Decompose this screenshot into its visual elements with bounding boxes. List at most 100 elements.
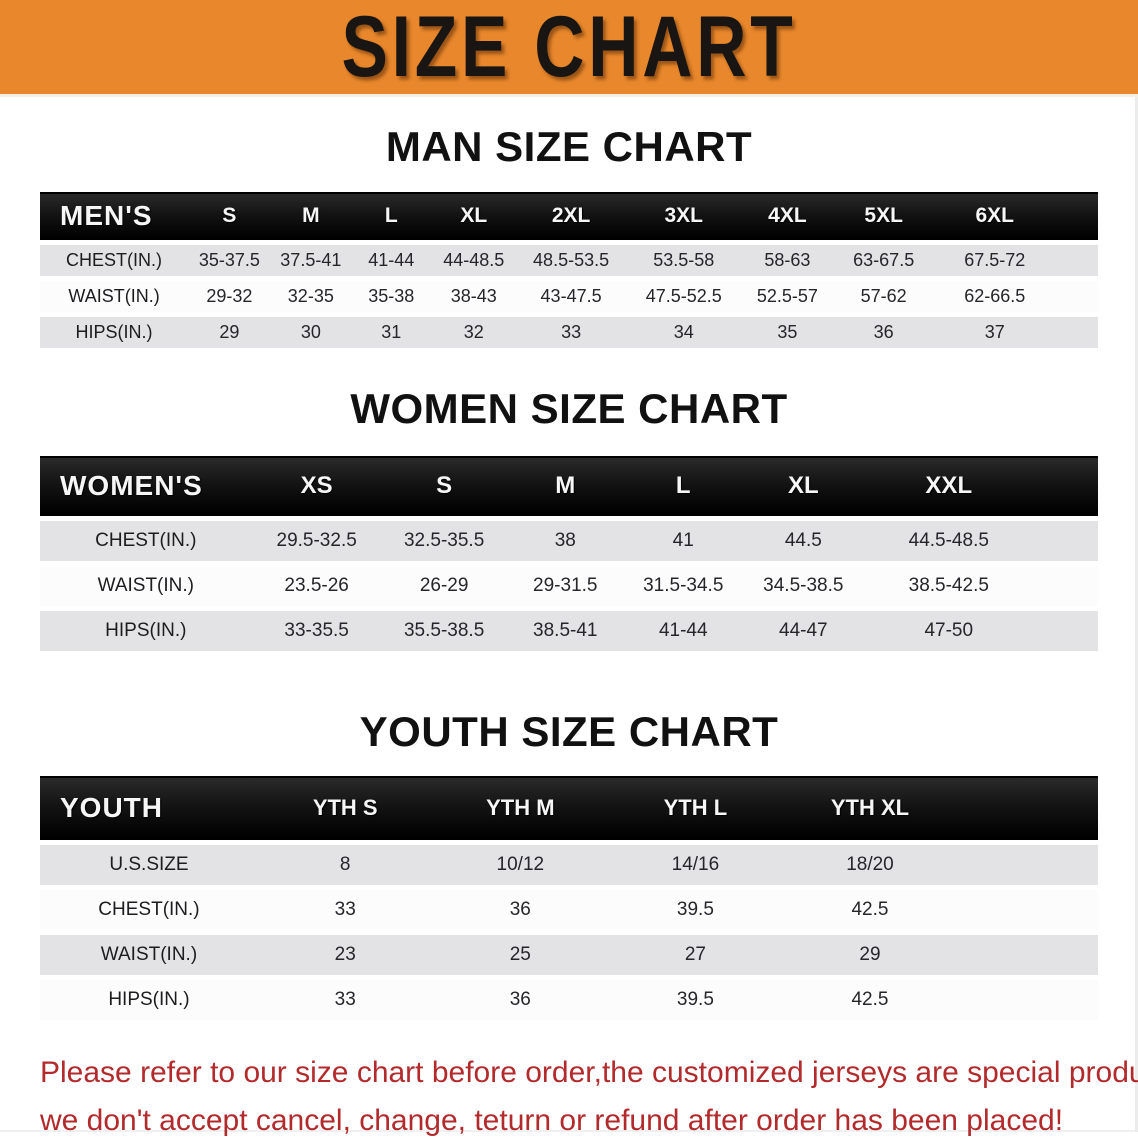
size-value: 37.5-41 xyxy=(270,245,352,276)
size-value: 26-29 xyxy=(381,566,507,606)
size-table: WOMEN'S XS S M L XL XXL CHEST(IN.) 29.5-32.5 32.5… xyxy=(40,451,1098,656)
row-filler xyxy=(1033,611,1098,651)
table-group-label: MEN'S xyxy=(40,192,189,240)
row-filler xyxy=(957,935,1098,975)
column-header: 5XL xyxy=(833,192,934,240)
column-header: M xyxy=(506,456,624,516)
column-header: 4XL xyxy=(741,192,834,240)
row-filler xyxy=(957,980,1098,1020)
size-value: 38 xyxy=(506,521,624,561)
size-value: 35-37.5 xyxy=(188,245,271,276)
table-header: WOMEN'S XS S M L XL XXL xyxy=(40,456,1098,516)
size-value: 33-35.5 xyxy=(251,611,382,651)
row-label: HIPS(IN.) xyxy=(40,317,189,348)
size-value: 33 xyxy=(516,317,627,348)
disclaimer-line-2: we don't accept cancel, change, teturn o… xyxy=(40,1104,1064,1137)
size-value: 47-50 xyxy=(864,611,1034,651)
section-title: MAN SIZE CHART xyxy=(385,123,753,170)
size-value: 34.5-38.5 xyxy=(742,566,865,606)
size-value: 32.5-35.5 xyxy=(381,521,507,561)
size-value: 41 xyxy=(624,521,743,561)
column-header: YTH L xyxy=(608,776,783,840)
section-title: YOUTH SIZE CHART xyxy=(359,708,779,755)
column-header: L xyxy=(624,456,743,516)
size-section: WOMEN SIZE CHART WOMEN'S XS S M L XL XXL CHEST(I… xyxy=(0,385,1138,656)
size-value: 8 xyxy=(257,845,433,885)
size-value: 14/16 xyxy=(608,845,783,885)
table-row: HIPS(IN.) 33 36 39.5 42.5 xyxy=(40,980,1098,1020)
row-filler xyxy=(957,890,1098,930)
row-filler xyxy=(1055,317,1098,348)
size-value: 18/20 xyxy=(782,845,958,885)
size-value: 41-44 xyxy=(624,611,743,651)
table-header: YOUTH YTH S YTH M YTH L YTH XL xyxy=(40,776,1098,840)
size-value: 29.5-32.5 xyxy=(251,521,382,561)
size-value: 36 xyxy=(432,980,609,1020)
row-label: CHEST(IN.) xyxy=(40,245,189,276)
column-header: YTH XL xyxy=(782,776,958,840)
size-value: 67.5-72 xyxy=(933,245,1056,276)
row-label: WAIST(IN.) xyxy=(40,566,252,606)
size-table: YOUTH YTH S YTH M YTH L YTH XL U.S.SIZE 8 10/12… xyxy=(40,771,1098,1025)
row-label: CHEST(IN.) xyxy=(40,890,258,930)
size-value: 32-35 xyxy=(270,281,352,312)
size-value: 44-47 xyxy=(742,611,865,651)
table-row: HIPS(IN.) 29 30 31 32 33 34 35 36 37 xyxy=(40,317,1098,348)
table-row: WAIST(IN.) 23.5-26 26-29 29-31.5 31.5-34.5 34… xyxy=(40,566,1098,606)
column-header: XS xyxy=(251,456,382,516)
size-value: 58-63 xyxy=(741,245,834,276)
table-group-label: YOUTH xyxy=(40,776,258,840)
column-header: XL xyxy=(742,456,865,516)
size-section: YOUTH SIZE CHART YOUTH YTH S YTH M YTH L YTH … xyxy=(0,708,1138,1025)
column-header: 6XL xyxy=(933,192,1056,240)
table-group-label: WOMEN'S xyxy=(40,456,252,516)
size-value: 44.5-48.5 xyxy=(864,521,1034,561)
size-value: 35-38 xyxy=(351,281,432,312)
column-header: L xyxy=(351,192,432,240)
size-value: 42.5 xyxy=(782,890,958,930)
size-value: 23.5-26 xyxy=(251,566,382,606)
row-label: HIPS(IN.) xyxy=(40,980,258,1020)
row-filler xyxy=(1033,521,1098,561)
column-header: XL xyxy=(431,192,517,240)
size-value: 29 xyxy=(188,317,271,348)
size-value: 33 xyxy=(257,890,433,930)
size-value: 44-48.5 xyxy=(431,245,517,276)
size-value: 43-47.5 xyxy=(516,281,627,312)
column-header: XXL xyxy=(864,456,1034,516)
size-value: 62-66.5 xyxy=(933,281,1056,312)
row-label: U.S.SIZE xyxy=(40,845,258,885)
size-value: 38.5-42.5 xyxy=(864,566,1034,606)
size-value: 48.5-53.5 xyxy=(516,245,627,276)
size-value: 32 xyxy=(431,317,517,348)
table-row: WAIST(IN.) 23 25 27 29 xyxy=(40,935,1098,975)
size-value: 30 xyxy=(270,317,352,348)
size-value: 39.5 xyxy=(608,890,783,930)
header-filler xyxy=(1033,456,1098,516)
size-value: 31.5-34.5 xyxy=(624,566,743,606)
size-value: 35.5-38.5 xyxy=(381,611,507,651)
size-value: 36 xyxy=(833,317,934,348)
size-value: 10/12 xyxy=(432,845,609,885)
size-value: 33 xyxy=(257,980,433,1020)
row-filler xyxy=(957,845,1098,885)
column-header: YTH S xyxy=(257,776,433,840)
column-header: YTH M xyxy=(432,776,609,840)
table-row: CHEST(IN.) 35-37.5 37.5-41 41-44 44-48.5 48.5… xyxy=(40,245,1098,276)
column-header: M xyxy=(270,192,352,240)
size-value: 35 xyxy=(741,317,834,348)
banner: SIZE CHART xyxy=(0,0,1138,97)
size-value: 57-62 xyxy=(833,281,934,312)
table-row: HIPS(IN.) 33-35.5 35.5-38.5 38.5-41 41-44 44-… xyxy=(40,611,1098,651)
banner-title: SIZE CHART xyxy=(341,0,797,95)
disclaimer: Please refer to our size chart before or… xyxy=(40,1049,1138,1145)
column-header: S xyxy=(188,192,271,240)
row-label: CHEST(IN.) xyxy=(40,521,252,561)
size-value: 52.5-57 xyxy=(741,281,834,312)
table-row: CHEST(IN.) 29.5-32.5 32.5-35.5 38 41 44.5 44.5… xyxy=(40,521,1098,561)
table-row: U.S.SIZE 8 10/12 14/16 18/20 xyxy=(40,845,1098,885)
row-label: WAIST(IN.) xyxy=(40,281,189,312)
size-value: 42.5 xyxy=(782,980,958,1020)
column-header: 2XL xyxy=(516,192,627,240)
row-filler xyxy=(1033,566,1098,606)
